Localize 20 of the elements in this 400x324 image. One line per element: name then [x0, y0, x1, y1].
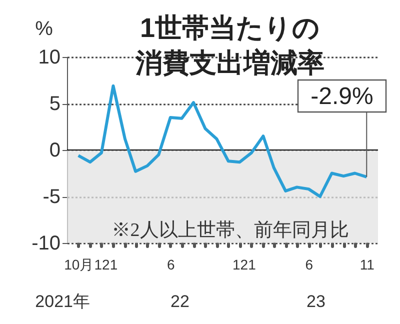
y-tick-label: 10: [38, 46, 60, 68]
annotation: ※2人以上世帯、前年同月比: [111, 220, 349, 241]
x-tick-label: 6: [305, 256, 314, 272]
chart-title: 1世帯当たりの消費支出増減率: [134, 13, 324, 78]
x-tick-label: 1: [110, 256, 118, 272]
text: 2021年: [35, 292, 90, 311]
y-tick-label: 0: [49, 140, 60, 162]
x-tick-label: 12: [232, 256, 248, 272]
y-tick-label: 5: [49, 93, 60, 115]
x-tick-label: 12: [94, 256, 110, 272]
x-tick-label: 1: [248, 256, 256, 272]
y-tick-label: -10: [32, 232, 60, 254]
y-axis-title: %: [35, 18, 54, 40]
x-tick-label: 6: [167, 256, 176, 272]
text: 22: [170, 292, 190, 311]
text: 23: [306, 292, 326, 311]
annotation: -2.9%: [310, 83, 374, 110]
y-tick-label: -5: [42, 186, 60, 208]
x-tick-label: 10月: [64, 256, 94, 272]
x-tick-label: 11: [360, 256, 375, 272]
